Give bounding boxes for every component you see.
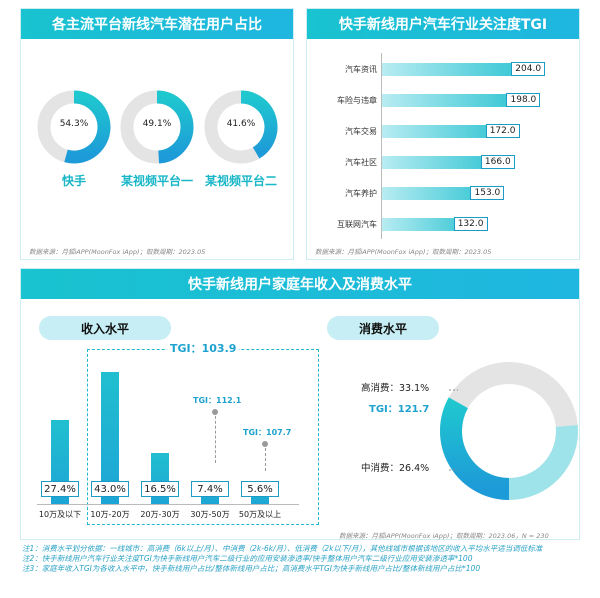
consumption-tgi-label: TGI：121.7 bbox=[369, 404, 430, 415]
footnote-3: 注3：家庭年收入TGI为各收入水平中，快手新线用户占比/整体新线用户占比；高消费… bbox=[22, 564, 481, 573]
income-consumption-panel: 快手新线用户家庭年收入及消费水平 收入水平 消费水平 TGI：103.9 TGI… bbox=[20, 268, 580, 540]
income-consumption-title: 快手新线用户家庭年收入及消费水平 bbox=[21, 269, 579, 299]
income-category-label: 20万-30万 bbox=[140, 510, 180, 519]
platform-label-2: 某视频平台二 bbox=[204, 174, 277, 188]
income-bar-value: 43.0% bbox=[91, 481, 129, 497]
income-category-label: 10万及以下 bbox=[38, 510, 82, 519]
tgi-bar-chart: 汽车资讯 204.0 车险与违章 198.0 汽车交易 172.0 汽车社区 166.0 汽车养… bbox=[307, 49, 581, 239]
platform-label-0: 快手 bbox=[61, 174, 86, 188]
footnote-2: 注2：快手新线用户汽车行业关注度TGI为快手新线用户汽车二级行业的应用安装渗透率… bbox=[22, 554, 473, 563]
platform-share-title: 各主流平台新线汽车潜在用户占比 bbox=[21, 9, 293, 39]
tgi-bar-value: 204.0 bbox=[511, 62, 546, 76]
tgi-bar bbox=[382, 125, 520, 138]
tgi-bar-value: 198.0 bbox=[506, 93, 541, 107]
donut-arc-0 bbox=[64, 90, 111, 164]
platform-donuts bbox=[37, 90, 278, 164]
tgi-source: 数据来源：月狐iAPP(MoonFox iApp)；取数周期：2023.05 bbox=[315, 248, 492, 256]
platform-share-panel: 各主流平台新线汽车潜在用户占比 54.3% 49.1% 41.6% 快手 某视频… bbox=[20, 8, 294, 260]
tgi-4-dashline bbox=[265, 443, 266, 471]
tgi-axis-line bbox=[381, 53, 382, 239]
tgi-category-label: 汽车资讯 bbox=[345, 65, 377, 74]
tgi-3-dashline bbox=[215, 411, 216, 463]
tgi-title: 快手新线用户汽车行业关注度TGI bbox=[307, 9, 579, 39]
platform-share-source: 数据来源：月狐iAPP(MoonFox iApp)；取数周期：2023.05 bbox=[29, 248, 206, 256]
tgi-category-label: 车险与违章 bbox=[337, 96, 377, 105]
tgi-bar-value: 153.0 bbox=[470, 186, 505, 200]
mid-consumption-label: 中消费：26.4% bbox=[361, 463, 430, 474]
footnotes: 注1：消费水平划分依据：一线城市：高消费（6k以上/月）、中消费（2k-6k/月… bbox=[22, 544, 582, 574]
income-category-label: 10万-20万 bbox=[90, 510, 130, 519]
consumption-high-arc bbox=[440, 397, 510, 500]
platform-label-1: 某视频平台一 bbox=[120, 174, 193, 188]
consumption-mid-arc bbox=[508, 424, 578, 500]
footnote-1: 注1：消费水平划分依据：一线城市：高消费（6k以上/月）、中消费（2k-6k/月… bbox=[22, 544, 543, 553]
income-bar-value: 16.5% bbox=[141, 481, 179, 497]
tgi-main-label: TGI：103.9 bbox=[167, 340, 240, 356]
tgi-panel: 快手新线用户汽车行业关注度TGI 汽车资讯 204.0 车险与违章 198.0 汽车交易… bbox=[306, 8, 580, 260]
donut-value-0: 54.3% bbox=[59, 119, 89, 129]
donut-value-1: 49.1% bbox=[142, 119, 172, 129]
income-consumption-source: 数据来源：月狐iAPP(MoonFox iApp)；取数周期：2023.06，N… bbox=[339, 532, 549, 540]
income-bar-value: 27.4% bbox=[41, 481, 79, 497]
tgi-bar-value: 132.0 bbox=[453, 217, 488, 231]
tgi-bar-value: 166.0 bbox=[480, 155, 515, 169]
tgi-category-label: 互联网汽车 bbox=[337, 220, 377, 229]
income-bar-chart: TGI：103.9 TGI：112.1 TGI：107.7 27.4% 10万及以… bbox=[21, 269, 321, 541]
tgi-bar bbox=[382, 63, 546, 76]
tgi-4-label: TGI：107.7 bbox=[243, 428, 292, 437]
donut-value-2: 41.6% bbox=[226, 119, 256, 129]
income-pill: 收入水平 bbox=[39, 316, 171, 340]
income-bar-value: 7.4% bbox=[191, 481, 229, 497]
tgi-bar bbox=[382, 94, 541, 107]
income-category-label: 30万-50万 bbox=[190, 510, 230, 519]
income-baseline bbox=[37, 504, 299, 505]
tgi-category-label: 汽车社区 bbox=[345, 158, 377, 167]
tgi-bar-value: 172.0 bbox=[485, 124, 520, 138]
donut-arc-1 bbox=[156, 90, 194, 164]
tgi-category-label: 汽车交易 bbox=[345, 127, 377, 136]
income-bar bbox=[101, 372, 119, 504]
income-bar-value: 5.6% bbox=[241, 481, 279, 497]
tgi-4-dot bbox=[262, 441, 268, 447]
donut-arc-2 bbox=[240, 90, 278, 159]
consumption-donut bbox=[440, 362, 578, 500]
tgi-category-label: 汽车养护 bbox=[345, 189, 377, 198]
income-category-label: 50万及以上 bbox=[238, 510, 282, 519]
tgi-3-label: TGI：112.1 bbox=[193, 396, 242, 405]
consumption-pill: 消费水平 bbox=[327, 316, 439, 340]
high-consumption-label: 高消费：33.1% bbox=[361, 383, 430, 394]
tgi-3-dot bbox=[212, 409, 218, 415]
